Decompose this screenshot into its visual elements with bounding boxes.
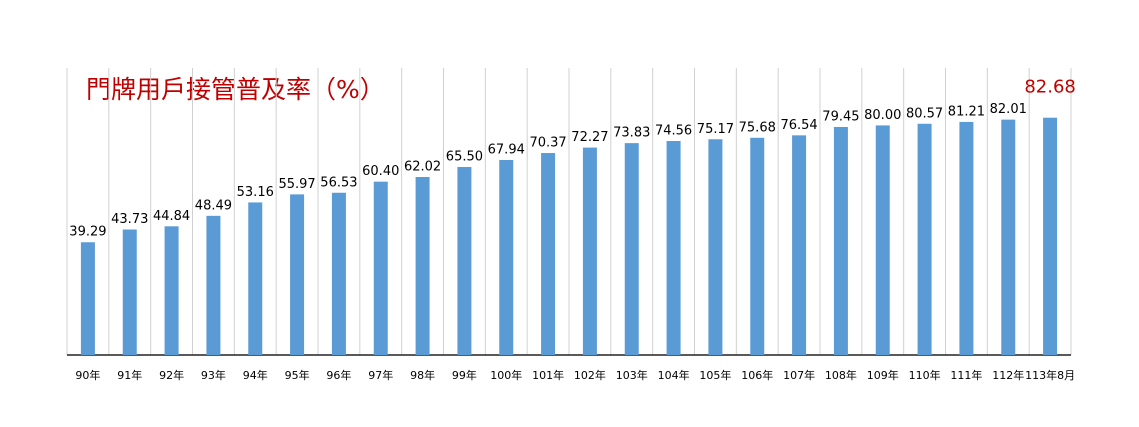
x-tick-label: 113年8月 bbox=[1025, 368, 1075, 382]
value-label: 82.01 bbox=[990, 102, 1027, 117]
x-tick-label: 90年 bbox=[75, 368, 100, 382]
bar bbox=[1043, 117, 1058, 355]
value-label: 76.54 bbox=[780, 118, 817, 133]
x-tick-label: 107年 bbox=[783, 368, 815, 382]
bar bbox=[290, 194, 305, 355]
value-label: 65.50 bbox=[446, 150, 483, 165]
bar bbox=[541, 153, 556, 355]
x-tick-label: 105年 bbox=[699, 368, 731, 382]
value-label: 75.68 bbox=[739, 120, 776, 135]
x-tick-label: 108年 bbox=[825, 368, 857, 382]
x-tick-label: 104年 bbox=[658, 368, 690, 382]
x-tick-label: 112年 bbox=[992, 368, 1024, 382]
x-tick-label: 109年 bbox=[867, 368, 899, 382]
x-tick-label: 91年 bbox=[117, 368, 142, 382]
value-label: 75.17 bbox=[697, 122, 734, 137]
x-tick-label: 95年 bbox=[285, 368, 310, 382]
bar bbox=[666, 141, 681, 355]
value-label: 82.68 bbox=[1024, 77, 1076, 98]
value-label: 48.49 bbox=[195, 198, 232, 213]
bar bbox=[80, 242, 95, 355]
value-label: 81.21 bbox=[948, 104, 985, 119]
value-label: 79.45 bbox=[822, 109, 859, 124]
bar bbox=[582, 147, 597, 355]
x-tick-label: 102年 bbox=[574, 368, 606, 382]
bar bbox=[708, 139, 723, 355]
bar bbox=[331, 192, 346, 355]
bar bbox=[750, 137, 765, 355]
bar bbox=[122, 229, 137, 355]
bar bbox=[415, 177, 430, 355]
bar bbox=[917, 123, 932, 355]
value-label: 43.73 bbox=[111, 212, 148, 227]
x-tick-label: 110年 bbox=[909, 368, 941, 382]
x-tick-label: 103年 bbox=[616, 368, 648, 382]
value-label: 70.37 bbox=[529, 136, 566, 151]
bar bbox=[248, 202, 263, 355]
bar bbox=[792, 135, 807, 355]
value-label: 67.94 bbox=[488, 143, 525, 158]
x-tick-label: 92年 bbox=[159, 368, 184, 382]
value-label: 53.16 bbox=[237, 185, 274, 200]
bar bbox=[164, 226, 179, 355]
bar bbox=[373, 181, 388, 355]
bar bbox=[1001, 119, 1016, 355]
bar bbox=[959, 121, 974, 355]
value-label: 39.29 bbox=[69, 225, 106, 240]
value-label: 60.40 bbox=[362, 164, 399, 179]
x-tick-label: 94年 bbox=[243, 368, 268, 382]
value-label: 56.53 bbox=[320, 175, 357, 190]
x-tick-label: 93年 bbox=[201, 368, 226, 382]
x-tick-label: 111年 bbox=[950, 368, 982, 382]
bar bbox=[833, 126, 848, 355]
value-label: 72.27 bbox=[571, 130, 608, 145]
value-label: 74.56 bbox=[655, 124, 692, 139]
x-tick-label: 97年 bbox=[368, 368, 393, 382]
value-label: 80.57 bbox=[906, 106, 943, 121]
value-label: 55.97 bbox=[278, 177, 315, 192]
bar bbox=[499, 160, 514, 355]
value-label: 80.00 bbox=[864, 108, 901, 123]
x-tick-label: 99年 bbox=[452, 368, 477, 382]
bar bbox=[624, 143, 639, 355]
x-tick-label: 96年 bbox=[326, 368, 351, 382]
bar bbox=[206, 215, 221, 355]
bar bbox=[457, 167, 472, 355]
value-label: 44.84 bbox=[153, 209, 190, 224]
x-tick-label: 106年 bbox=[741, 368, 773, 382]
value-label: 73.83 bbox=[613, 126, 650, 141]
x-tick-label: 101年 bbox=[532, 368, 564, 382]
chart-title: 門牌用戶接管普及率（%） bbox=[86, 75, 385, 104]
bar bbox=[875, 125, 890, 356]
value-label: 62.02 bbox=[404, 160, 441, 175]
x-tick-label: 98年 bbox=[410, 368, 435, 382]
x-tick-label: 100年 bbox=[490, 368, 522, 382]
